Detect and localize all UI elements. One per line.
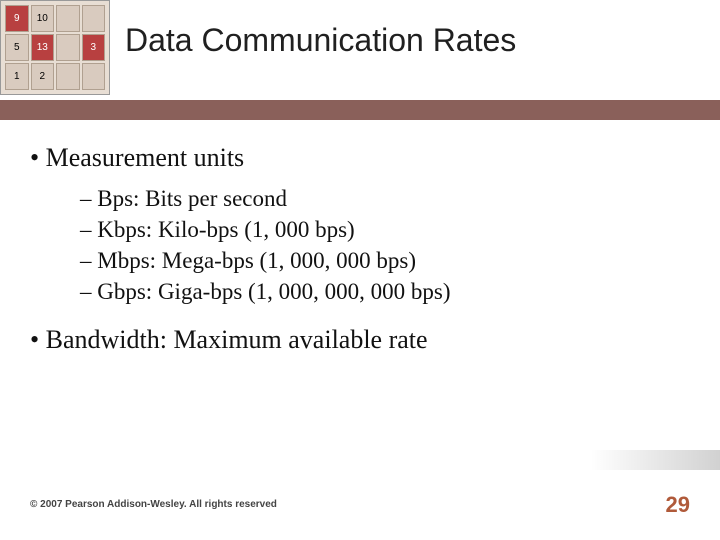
- separator-bar: [0, 100, 720, 120]
- copyright-footer: © 2007 Pearson Addison-Wesley. All right…: [30, 499, 277, 510]
- slide-title: Data Communication Rates: [125, 22, 700, 59]
- deco-cell: [82, 63, 106, 90]
- deco-cell: 9: [5, 5, 29, 32]
- deco-cell: [56, 63, 80, 90]
- bullet-measurement: Measurement units: [30, 143, 690, 173]
- page-number: 29: [666, 492, 690, 518]
- deco-cell: [56, 34, 80, 61]
- deco-cell: 13: [31, 34, 55, 61]
- sub-bullet-bps: Bps: Bits per second: [80, 183, 690, 214]
- deco-cell: 2: [31, 63, 55, 90]
- bullet-bandwidth: Bandwidth: Maximum available rate: [30, 325, 690, 355]
- deco-cell: [82, 5, 106, 32]
- content-area: Measurement units Bps: Bits per second K…: [30, 135, 690, 365]
- corner-shadow: [590, 450, 720, 470]
- header-decoration: 9 10 5 13 3 1 2: [0, 0, 110, 95]
- deco-cell: 5: [5, 34, 29, 61]
- deco-cell: 10: [31, 5, 55, 32]
- sub-bullet-kbps: Kbps: Kilo-bps (1, 000 bps): [80, 214, 690, 245]
- sub-bullet-gbps: Gbps: Giga-bps (1, 000, 000, 000 bps): [80, 276, 690, 307]
- deco-cell: 1: [5, 63, 29, 90]
- deco-cell: 3: [82, 34, 106, 61]
- sub-bullet-list: Bps: Bits per second Kbps: Kilo-bps (1, …: [80, 183, 690, 307]
- sub-bullet-mbps: Mbps: Mega-bps (1, 000, 000 bps): [80, 245, 690, 276]
- deco-cell: [56, 5, 80, 32]
